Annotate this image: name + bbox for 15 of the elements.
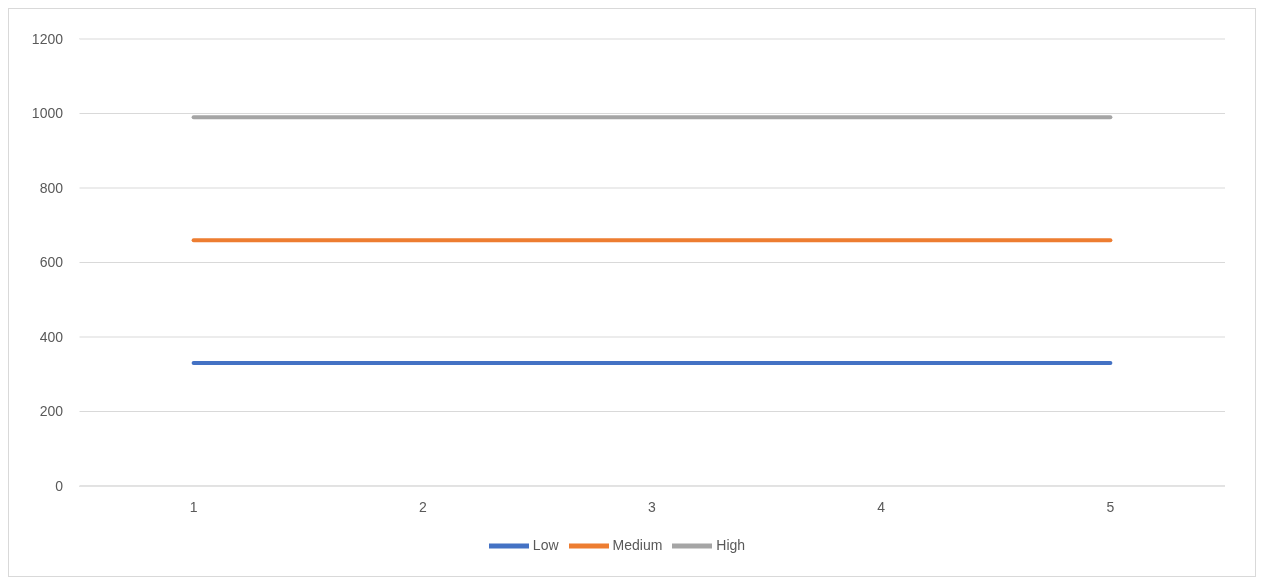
y-tick-label: 600	[39, 254, 64, 271]
x-tick-label: 2	[418, 498, 427, 515]
x-tick-label: 4	[877, 498, 886, 515]
x-tick-label: 3	[648, 498, 657, 515]
legend-label: Medium	[612, 536, 663, 553]
y-tick-label: 0	[55, 477, 64, 494]
legend-label: High	[716, 536, 746, 553]
y-tick-label: 1200	[31, 30, 64, 47]
y-tick-label: 1000	[31, 105, 64, 122]
x-tick-label: 1	[189, 498, 198, 515]
x-tick-label: 5	[1106, 498, 1115, 515]
y-tick-label: 800	[39, 179, 64, 196]
y-tick-label: 400	[39, 328, 64, 345]
y-tick-label: 200	[39, 403, 64, 420]
legend-label: Low	[532, 536, 559, 553]
